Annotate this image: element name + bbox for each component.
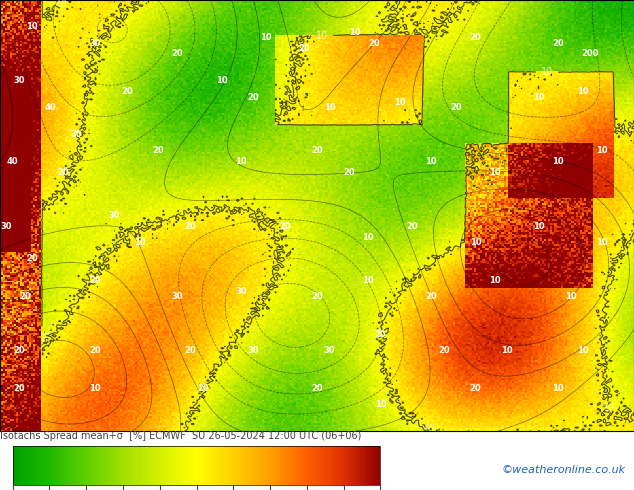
Text: 10: 10 xyxy=(533,222,545,231)
Text: 20: 20 xyxy=(343,168,354,177)
Text: 20: 20 xyxy=(172,49,183,58)
Text: 20: 20 xyxy=(438,346,450,355)
Text: 20: 20 xyxy=(58,168,69,177)
Text: 30: 30 xyxy=(1,222,12,231)
Text: 20: 20 xyxy=(184,346,196,355)
Text: 10: 10 xyxy=(552,157,564,166)
Text: 10: 10 xyxy=(362,276,373,285)
Text: 20: 20 xyxy=(89,276,101,285)
Text: 20: 20 xyxy=(299,44,310,53)
Text: 10: 10 xyxy=(235,157,247,166)
Text: 10: 10 xyxy=(501,346,513,355)
Text: 30: 30 xyxy=(13,76,25,85)
Text: 40: 40 xyxy=(45,103,56,112)
Text: 10: 10 xyxy=(601,398,617,414)
Text: 10: 10 xyxy=(578,346,589,355)
Text: 10: 10 xyxy=(362,233,373,242)
Text: 20: 20 xyxy=(311,292,323,301)
Text: 10: 10 xyxy=(53,0,68,10)
Text: 10: 10 xyxy=(565,292,576,301)
Text: 20: 20 xyxy=(451,103,462,112)
Text: 10: 10 xyxy=(578,87,589,96)
Text: 10: 10 xyxy=(89,384,101,392)
Text: 20: 20 xyxy=(13,384,25,392)
Text: 20: 20 xyxy=(375,330,386,339)
Text: 20: 20 xyxy=(368,39,380,48)
Text: 10: 10 xyxy=(552,384,564,392)
Text: 20: 20 xyxy=(153,147,164,155)
Text: 10: 10 xyxy=(316,30,328,41)
Text: 20: 20 xyxy=(311,147,323,155)
Text: 20: 20 xyxy=(311,384,323,392)
Text: 10: 10 xyxy=(134,238,145,247)
Text: 20: 20 xyxy=(13,346,25,355)
Text: 20: 20 xyxy=(425,292,437,301)
Text: 20: 20 xyxy=(248,93,259,101)
Text: ©weatheronline.co.uk: ©weatheronline.co.uk xyxy=(501,466,625,475)
Text: 10: 10 xyxy=(324,103,335,112)
Text: 30: 30 xyxy=(108,211,120,220)
Text: 200: 200 xyxy=(581,49,598,58)
Text: 20: 20 xyxy=(89,346,101,355)
Text: 40: 40 xyxy=(7,157,18,166)
Text: 30: 30 xyxy=(324,346,335,355)
Text: 10: 10 xyxy=(375,400,386,409)
Text: 10: 10 xyxy=(26,23,37,31)
Text: 20: 20 xyxy=(121,87,133,96)
Text: 20: 20 xyxy=(470,33,481,42)
Text: 30: 30 xyxy=(248,346,259,355)
Text: 30: 30 xyxy=(235,287,247,295)
Text: 10: 10 xyxy=(425,157,437,166)
Text: 20: 20 xyxy=(406,222,418,231)
Text: 10: 10 xyxy=(349,28,361,37)
Text: 20: 20 xyxy=(552,39,564,48)
Text: 10: 10 xyxy=(541,67,553,77)
Text: 20: 20 xyxy=(20,292,31,301)
Text: Isotachs Spread mean+σ  [%] ECMWF  SU 26-05-2024 12:00 UTC (06+06): Isotachs Spread mean+σ [%] ECMWF SU 26-0… xyxy=(0,431,361,441)
Text: 20: 20 xyxy=(197,384,209,392)
Text: 20: 20 xyxy=(26,254,37,263)
Text: 30: 30 xyxy=(89,39,101,48)
Text: 10: 10 xyxy=(261,33,272,42)
Text: 10: 10 xyxy=(533,93,545,101)
Text: 10: 10 xyxy=(470,238,481,247)
Text: 10: 10 xyxy=(597,147,608,155)
Text: 10: 10 xyxy=(489,168,500,177)
Text: 10: 10 xyxy=(420,420,436,435)
Text: 20: 20 xyxy=(184,222,196,231)
Text: 20: 20 xyxy=(470,384,481,392)
Text: 20: 20 xyxy=(280,222,291,231)
Text: 30: 30 xyxy=(70,130,82,139)
Text: 10: 10 xyxy=(394,98,405,107)
Text: 10: 10 xyxy=(37,331,48,343)
Text: 10: 10 xyxy=(489,276,500,285)
Text: 30: 30 xyxy=(172,292,183,301)
Text: 10: 10 xyxy=(597,238,608,247)
Text: 10: 10 xyxy=(216,76,228,85)
